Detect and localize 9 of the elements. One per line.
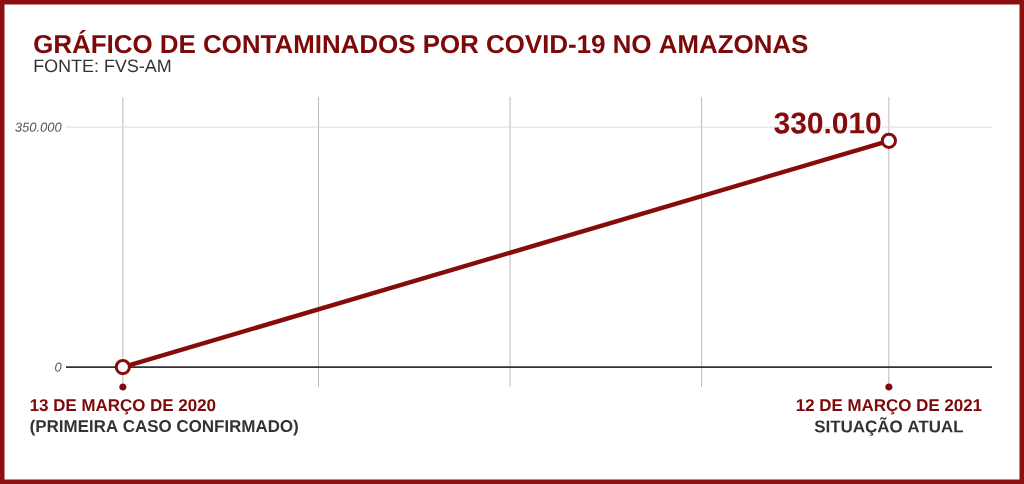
y-tick-label: 350.000 (15, 122, 62, 132)
data-label: 330.010 (774, 112, 881, 134)
x-tick-label: 12 DE MARÇO DE 2021 (796, 399, 982, 415)
text: (PRIMEIRA CASO CONFIRMADO) (30, 419, 298, 436)
y-tick-label: 0 (55, 362, 62, 372)
text: SITUAÇÃO ATUAL (814, 417, 963, 436)
chart-subtitle: FONTE: FVS-AM (34, 59, 171, 73)
chart-title: GRÁFICO DE CONTAMINADOS POR COVID-19 NO AMAZONAS (34, 30, 808, 54)
x-tick-label: 13 DE MARÇO DE 2020 (30, 399, 216, 415)
